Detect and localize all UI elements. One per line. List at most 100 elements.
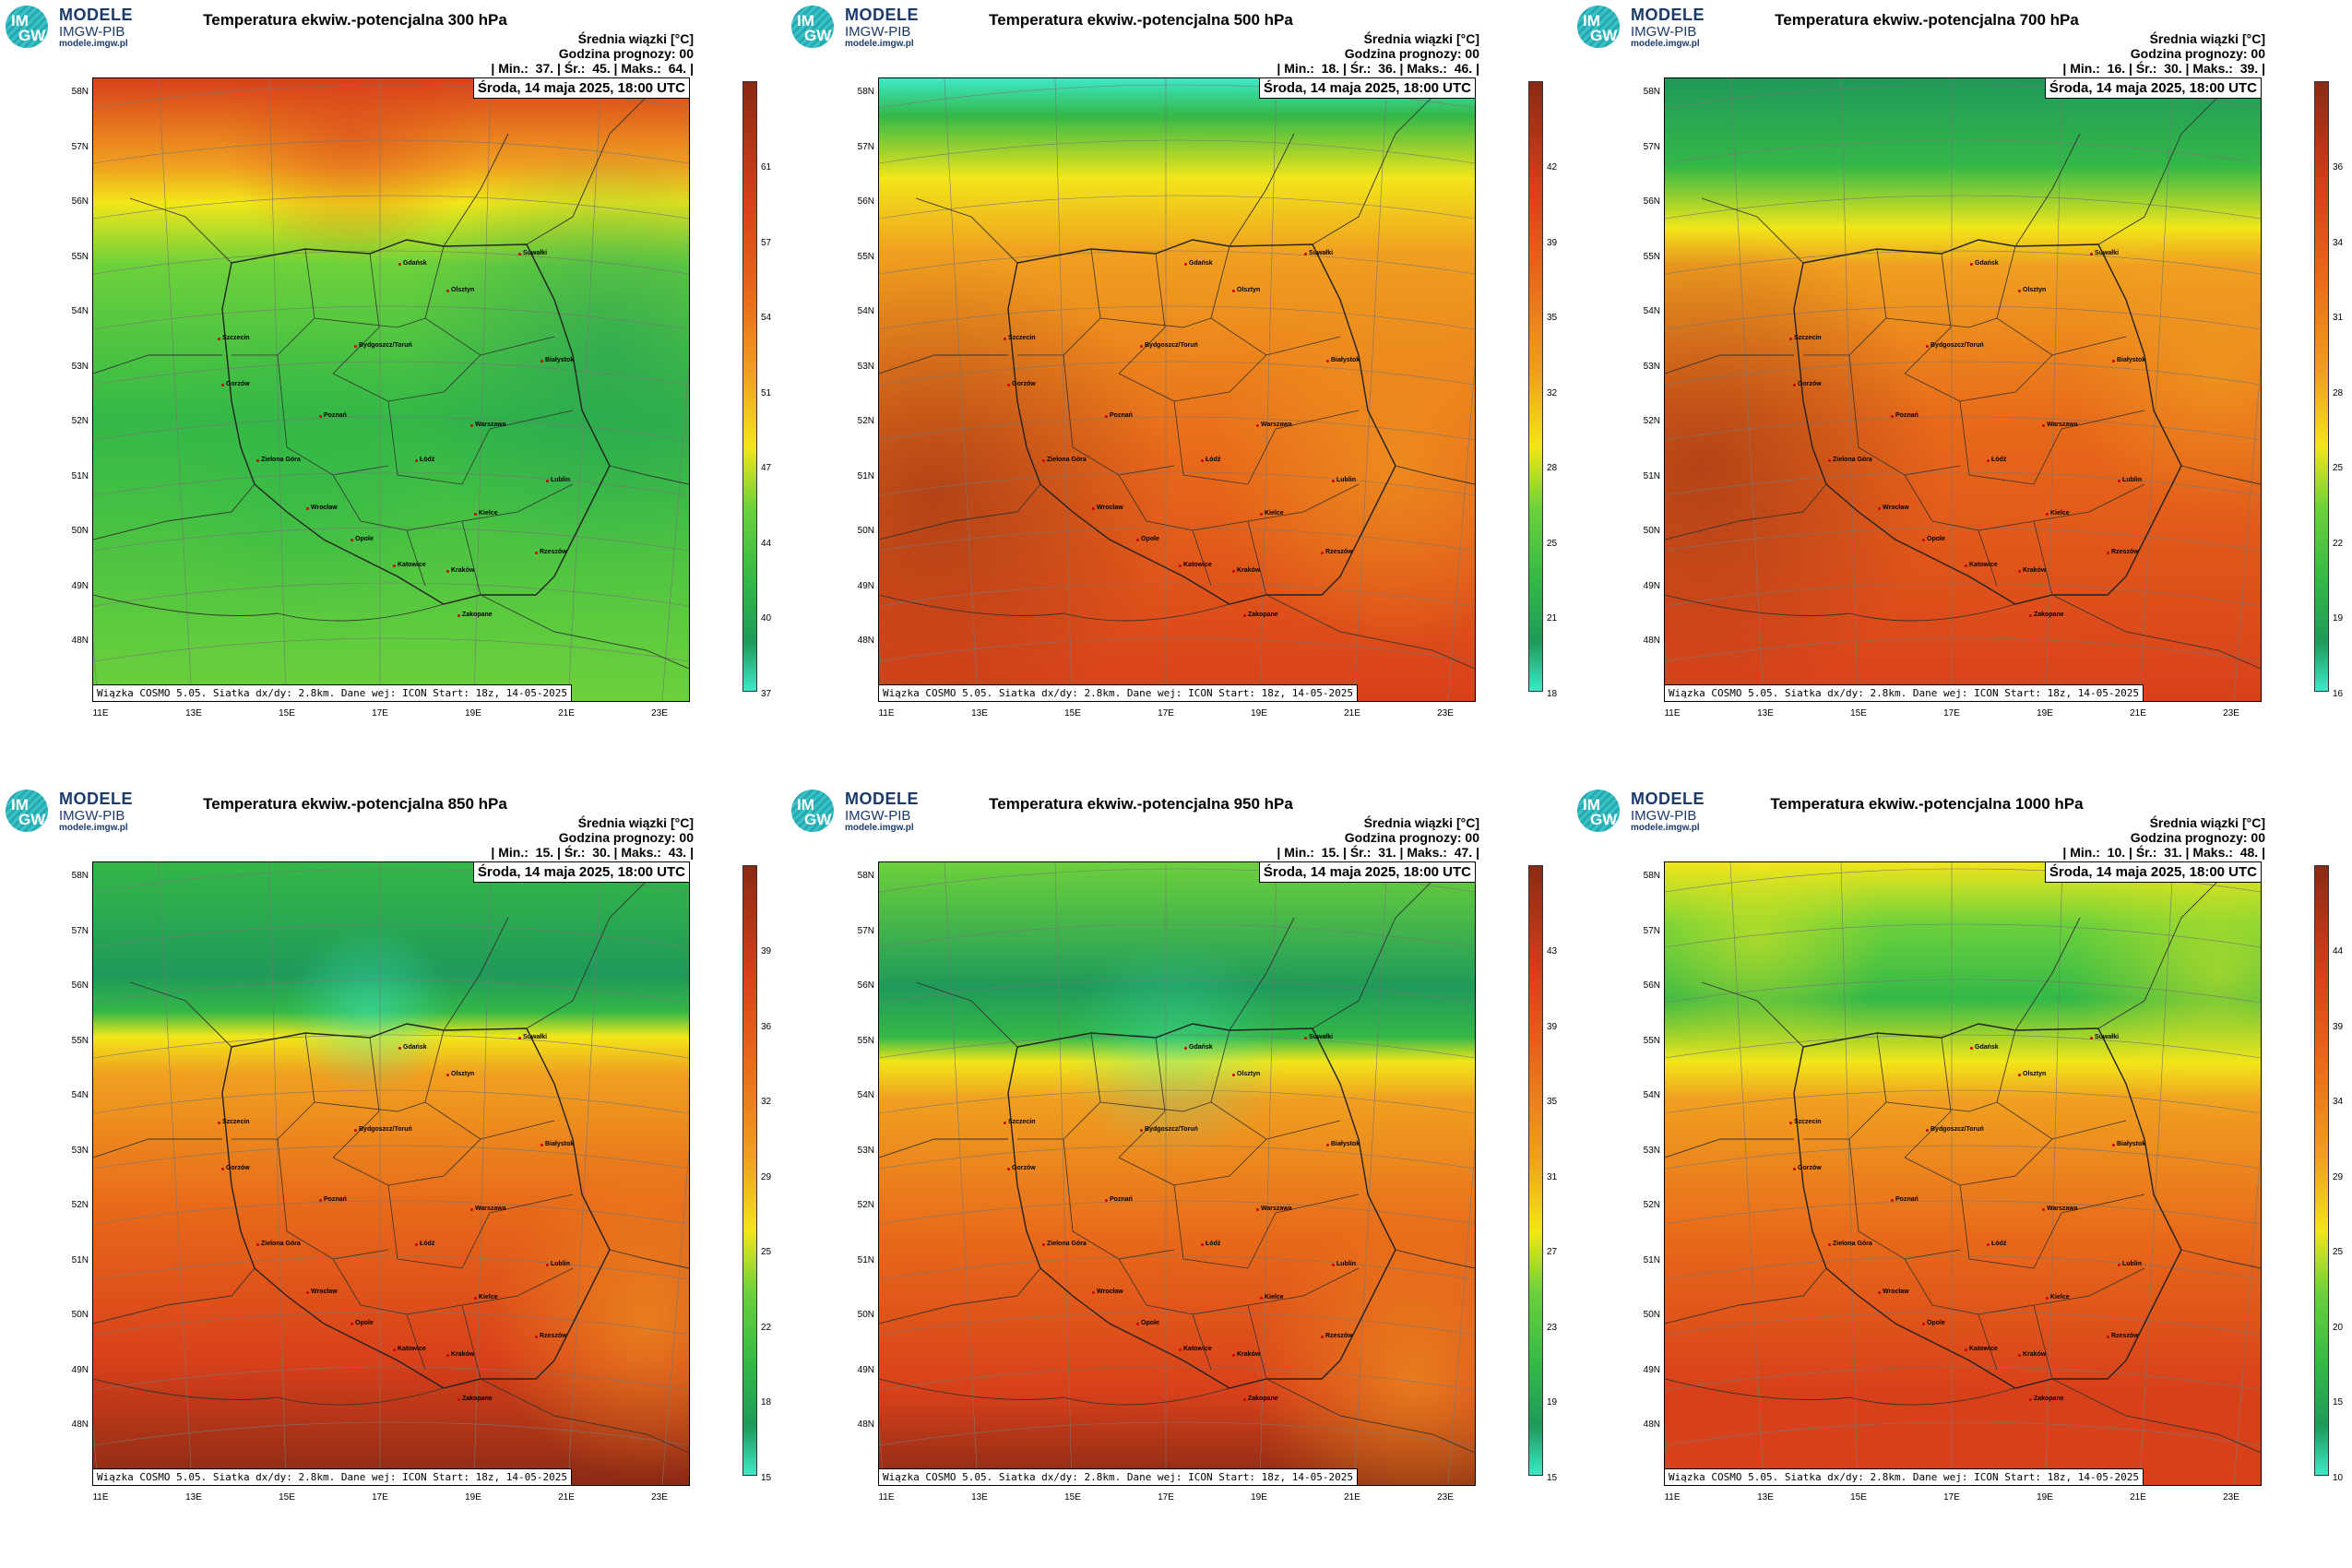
region-border — [1210, 245, 1341, 356]
panel-title: Temperatura ekwiw.-potencjalna 850 hPa — [203, 795, 507, 813]
city-label: Białystok — [1325, 357, 1360, 363]
latitude-label: 53N — [857, 361, 874, 372]
latitude-label: 48N — [71, 636, 89, 646]
city-label: Gdańsk — [1184, 1044, 1213, 1051]
field-blob — [2071, 862, 2261, 1121]
scale-label: 10 — [2333, 1472, 2344, 1483]
latitude-label: 48N — [857, 636, 874, 646]
panel-info: Średnia wiązki [°C] Godzina prognozy: 00 — [2131, 31, 2265, 61]
field-map: Gdańsk Olsztyn Suwałki Szczecin Bydgoszcz/To… — [1664, 861, 2262, 1486]
panel-stats: | Min.: 15. | Śr.: 31. | Maks.: 47. | — [1277, 845, 1479, 860]
longitude-gridline — [1353, 78, 1388, 701]
country-border — [1701, 981, 1804, 1048]
region-border — [1803, 248, 1887, 356]
city-label: Gorzów — [1793, 1165, 1822, 1171]
latitude-label: 56N — [857, 196, 874, 207]
scale-label: 39 — [761, 946, 772, 956]
scale-label: 31 — [1547, 1171, 1558, 1182]
forecast-hour: Godzina prognozy: 00 — [1344, 830, 1479, 845]
logo-title: MODELE — [845, 790, 920, 808]
longitude-label: 11E — [878, 1492, 895, 1503]
latitude-gridline — [1665, 979, 2261, 1004]
valid-date: Środa, 14 maja 2025, 18:00 UTC — [1258, 78, 1475, 99]
city-label: Łódź — [1986, 1241, 2007, 1247]
stat-avg: 31. — [2164, 845, 2182, 860]
latitude-label: 52N — [71, 416, 89, 426]
latitude-label: 51N — [71, 470, 89, 481]
latitude-gridline — [1665, 139, 2261, 164]
field-map: Gdańsk Olsztyn Suwałki Szczecin Bydgoszcz/To… — [1664, 77, 2262, 702]
field-blob — [2071, 226, 2261, 521]
latitude-gridline — [1665, 637, 2261, 662]
latitude-label: 55N — [1643, 251, 1660, 262]
scale-label: 57 — [761, 237, 772, 248]
city-label: Szczecin — [218, 1119, 250, 1125]
latitude-gridline — [879, 1366, 1475, 1391]
longitude-gridline — [661, 362, 689, 701]
region-border — [1173, 1184, 1360, 1269]
logo-mark-top: IM — [797, 796, 814, 814]
region-border — [1978, 529, 1998, 587]
city-label: Rzeszów — [535, 549, 567, 555]
latitude-label: 50N — [1643, 1310, 1660, 1320]
city-label: Suwałki — [517, 250, 548, 256]
poland-border — [1793, 239, 2182, 605]
valid-date: Środa, 14 maja 2025, 18:00 UTC — [1258, 862, 1475, 883]
country-border — [93, 594, 445, 622]
model-footer: Wiązka COSMO 5.05. Siatka dx/dy: 2.8km. … — [1665, 684, 2144, 701]
longitude-gridline — [473, 78, 492, 701]
scale-label: 42 — [1547, 162, 1558, 172]
country-border — [1665, 1138, 1794, 1158]
latitude-gridline — [93, 1421, 689, 1446]
scale-label: 35 — [1547, 313, 1558, 323]
scale-label: 39 — [1547, 237, 1558, 248]
logo-url: modele.imgw.pl — [1631, 823, 1700, 833]
panel-stats: | Min.: 10. | Śr.: 31. | Maks.: 48. | — [2062, 845, 2265, 860]
field-blob — [1665, 862, 1886, 1065]
region-border — [314, 1101, 426, 1112]
map-panel-p1000: IM GW MODELE IMGW-PIB modele.imgw.pl Temperat… — [1572, 784, 2352, 1568]
country-border — [1665, 354, 1794, 374]
longitude-label: 13E — [1757, 708, 1774, 719]
city-label: Białystok — [540, 357, 575, 363]
field-blob — [287, 927, 453, 1093]
map-overlay — [93, 78, 689, 701]
country-border — [1665, 483, 1827, 540]
stat-max: 47. — [1454, 845, 1473, 860]
latitude-label: 50N — [857, 526, 874, 536]
city-label: Zakopane — [2029, 1396, 2064, 1402]
country-border — [915, 981, 1018, 1048]
panel-title: Temperatura ekwiw.-potencjalna 950 hPa — [989, 795, 1293, 813]
city-label: Opole — [1922, 536, 1945, 542]
scale-label: 19 — [1547, 1397, 1558, 1408]
logo-title: MODELE — [1631, 790, 1705, 808]
longitude-label: 19E — [465, 708, 481, 719]
scale-label: 23 — [1547, 1322, 1558, 1333]
latitude-label: 50N — [71, 526, 89, 536]
stat-avg: 30. — [592, 845, 611, 860]
logo-subtitle: IMGW-PIB — [1631, 808, 1697, 824]
city-label: Katowice — [1965, 1346, 1998, 1352]
city-label: Kraków — [445, 567, 475, 574]
scale-label: 47 — [761, 463, 772, 473]
imgw-logo: IM GW MODELE IMGW-PIB modele.imgw.pl — [4, 788, 151, 834]
longitude-label: 13E — [1757, 1492, 1774, 1503]
city-label: Suwałki — [1303, 250, 1334, 256]
stat-avg: 45. — [592, 61, 611, 76]
longitude-gridline — [2139, 862, 2174, 1485]
region-border — [1803, 1032, 1887, 1140]
logo-subtitle: IMGW-PIB — [845, 808, 911, 824]
latitude-gridline — [1665, 250, 2261, 275]
longitude-gridline — [2233, 362, 2261, 701]
latitude-label: 51N — [857, 1254, 874, 1265]
latitude-label: 52N — [857, 416, 874, 426]
latitude-label: 52N — [1643, 416, 1660, 426]
logo-mark-bottom: GW — [1590, 27, 1618, 44]
region-border — [1173, 400, 1360, 485]
latitude-label: 53N — [1643, 361, 1660, 372]
city-label: Kielce — [2046, 1294, 2070, 1301]
avg-label: Średnia wiązki [°C] — [1363, 31, 1479, 46]
imgw-logo-mark-icon: IM GW — [1577, 790, 1620, 832]
latitude-label: 49N — [71, 1364, 89, 1375]
city-label: Szczecin — [1789, 1119, 1822, 1125]
